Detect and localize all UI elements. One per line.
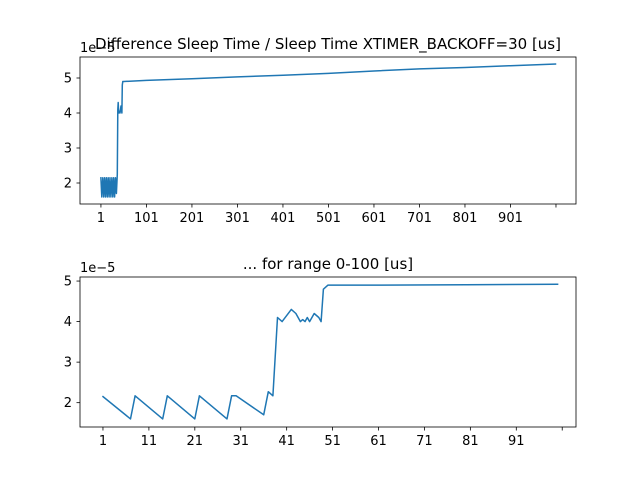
chart-2-x-tick-label: 41 <box>278 434 295 449</box>
chart-2-series-line-1 <box>101 283 559 420</box>
chart-1-x-tick-label: 101 <box>134 211 159 226</box>
chart-2-offset-text: 1e−5 <box>80 261 115 276</box>
chart-1-offset-text: 1e−5 <box>80 41 115 56</box>
chart-1-y-tick-label: 4 <box>64 107 72 122</box>
chart-1-axes-frame <box>79 56 577 205</box>
chart-1-x-tick-label: 701 <box>407 211 432 226</box>
chart-1-x-tick-label: 201 <box>180 211 205 226</box>
chart-2-x-tick-label: 91 <box>508 434 525 449</box>
chart-2-x-tick-label: 11 <box>141 434 158 449</box>
chart-panels: 1 101 201 301 401 501 601 701 801 90123451e−5Diff… <box>64 35 577 449</box>
chart-2-x-tick-label: 61 <box>370 434 387 449</box>
chart-1-y-tick-label: 2 <box>64 177 72 192</box>
chart-1-x-tick-label: 901 <box>498 211 523 226</box>
chart-1-x-tick-label: 801 <box>453 211 478 226</box>
chart-1-x-tick-label: 401 <box>271 211 296 226</box>
chart-2-axes-frame <box>79 276 577 428</box>
chart-1-y-tick-label: 5 <box>64 72 72 87</box>
chart-2-x-tick-label: 31 <box>232 434 249 449</box>
chart-2-y-tick-label: 4 <box>64 315 72 330</box>
chart-2-x-tick-label: 71 <box>416 434 433 449</box>
chart-2-x-tick-label: 81 <box>462 434 479 449</box>
chart-1-x-tick-label: 601 <box>362 211 387 226</box>
chart-2-x-tick-label: 21 <box>187 434 204 449</box>
chart-2-title: ... for range 0-100 [us] <box>243 255 413 273</box>
chart-2-y-tick-label: 3 <box>64 356 72 371</box>
chart-1-x-tick-label: 501 <box>316 211 341 226</box>
chart-2-y-tick-label: 2 <box>64 396 72 411</box>
chart-1-x-tick-label: 301 <box>225 211 250 226</box>
chart-1-x-tick-label: 1 <box>97 211 105 226</box>
chart-1-y-tick-label: 3 <box>64 142 72 157</box>
chart-2-y-tick-label: 5 <box>64 275 72 290</box>
chart-1-series-line-1 <box>100 63 557 198</box>
chart-2-x-tick-label: 1 <box>99 434 107 449</box>
chart-1-title: Difference Sleep Time / Sleep Time XTIME… <box>95 35 561 54</box>
chart-1: 1 101 201 301 401 501 601 701 801 901 2 3 4 5 1e−5Diff… <box>64 35 577 226</box>
chart-2-x-tick-label: 51 <box>324 434 341 449</box>
